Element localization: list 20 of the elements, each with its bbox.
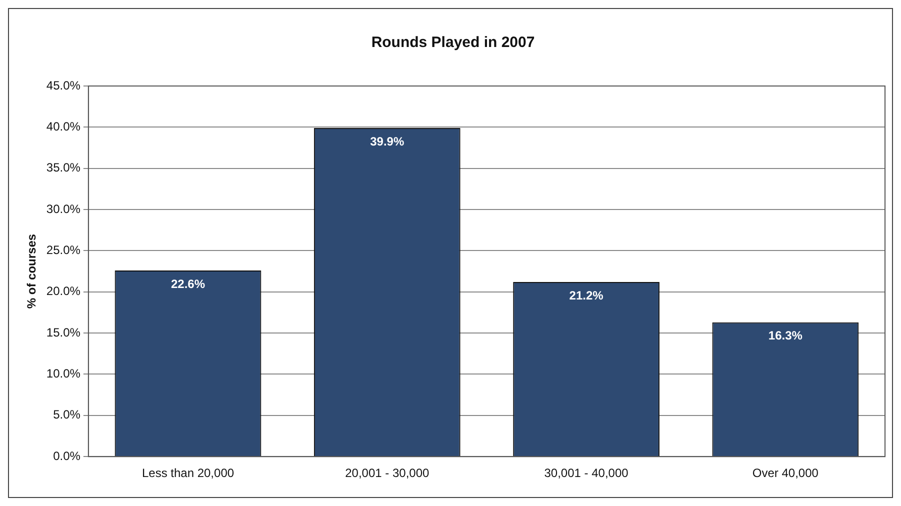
chart-title: Rounds Played in 2007 [371,34,535,52]
y-tick-label: 35.0% [46,160,81,175]
y-tick-label: 30.0% [46,202,81,216]
x-tick-label: 30,001 - 40,000 [544,466,629,480]
x-tick-label: Less than 20,000 [142,466,234,480]
y-tick-label: 40.0% [46,119,81,134]
y-tick-label: 45.0% [46,78,81,92]
x-tick-label: Over 40,000 [752,466,819,480]
y-tick-label: 15.0% [46,325,81,340]
x-tick-label: 20,001 - 30,000 [345,466,430,480]
y-tick-label: 0.0% [53,448,81,463]
data-label: 21.2% [569,288,604,302]
data-label: 16.3% [768,328,803,343]
y-tick-label: 25.0% [46,243,81,258]
data-label: 39.9% [370,134,404,148]
y-axis-title: % of courses [24,234,39,309]
y-tick-label: 5.0% [53,408,81,422]
y-tick-label: 10.0% [46,366,81,381]
data-label: 22.6% [170,276,206,291]
y-tick-label: 20.0% [46,284,81,298]
